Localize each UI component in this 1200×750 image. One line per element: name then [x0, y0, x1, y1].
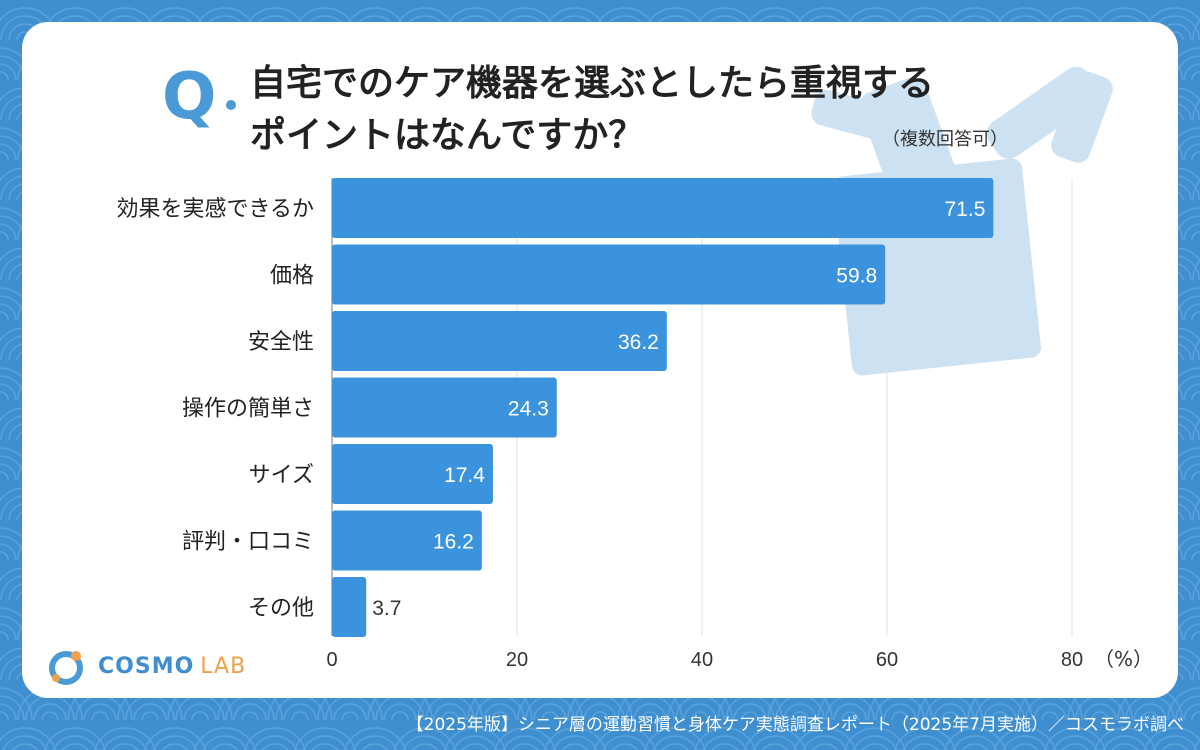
value-label: 36.2 — [618, 331, 659, 354]
value-label: 59.8 — [836, 265, 877, 288]
cosmo-lab-logo-icon — [49, 651, 83, 685]
value-label: 17.4 — [444, 464, 485, 487]
value-label: 16.2 — [433, 531, 474, 554]
x-tick-label: 60 — [876, 649, 898, 671]
bar — [332, 444, 493, 504]
logo-wordmark: COSMO LAB — [98, 654, 246, 679]
category-label: サイズ — [249, 463, 314, 488]
bar — [332, 510, 482, 571]
category-label: 評判・口コミ — [182, 530, 314, 555]
bar — [332, 178, 994, 238]
title-line-1: 自宅でのケア機器を選ぶとしたら重視する — [250, 63, 935, 104]
value-label: 71.5 — [945, 198, 986, 221]
x-tick-label: 20 — [506, 649, 528, 671]
bar-chart: 0 20 40 60 80 （%） 効果を実感できるか 71.5 価格 59.8 安全性 36.2 操作… — [116, 178, 1153, 671]
bar — [332, 311, 667, 371]
source-footer: 【2025年版】シニア層の運動習慣と身体ケア実態調査レポート（2025年7月実施… — [406, 715, 1184, 735]
logo-name: COSMO — [98, 653, 195, 679]
multiple-answer-note: （複数回答可） — [882, 129, 1008, 150]
x-tick-label: 80 — [1061, 649, 1083, 671]
bar — [332, 244, 886, 305]
cosmo-lab-logo: COSMO LAB — [46, 646, 246, 686]
bar — [332, 377, 557, 438]
category-label: 操作の簡単さ — [182, 397, 314, 422]
question-mark-label: Q — [162, 60, 216, 134]
title-line-2: ポイントはなんですか？ — [250, 115, 645, 156]
bar — [332, 577, 367, 637]
unit-label: （%） — [1094, 647, 1153, 671]
category-label: 安全性 — [248, 330, 314, 355]
category-label: その他 — [248, 596, 314, 621]
category-label: 価格 — [270, 264, 314, 289]
value-label: 24.3 — [508, 398, 549, 421]
x-tick-label: 40 — [691, 649, 713, 671]
category-label: 効果を実感できるか — [116, 197, 314, 222]
chart-card: Q 自宅でのケア機器を選ぶとしたら重視する ポイントはなんですか？ （複数回答可… — [22, 22, 1178, 698]
value-label: 3.7 — [372, 597, 401, 620]
question-title: 自宅でのケア機器を選ぶとしたら重視する ポイントはなんですか？ — [250, 58, 1070, 162]
question-dot — [226, 100, 236, 110]
x-tick-label: 0 — [326, 649, 337, 671]
logo-sub: LAB — [200, 653, 247, 679]
